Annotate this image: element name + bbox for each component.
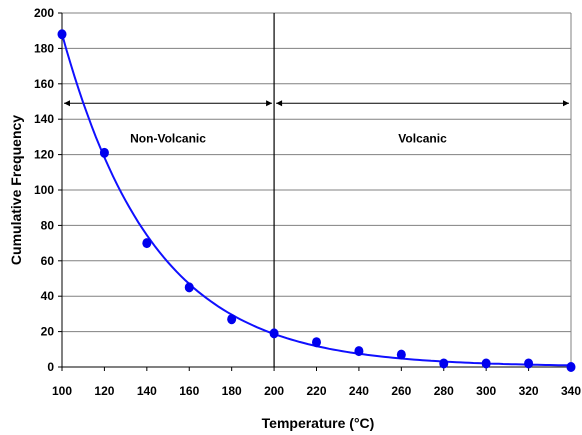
y-tick-label: 20 [41, 325, 55, 339]
y-axis-title: Cumulative Frequency [8, 115, 24, 265]
y-tick-label: 40 [41, 289, 55, 303]
data-point [269, 328, 279, 339]
y-tick-label: 60 [41, 254, 55, 268]
x-tick-label: 140 [137, 384, 157, 398]
x-tick-label: 320 [519, 384, 539, 398]
x-axis-title: Temperature (°C) [262, 415, 375, 431]
data-points [57, 29, 576, 372]
x-tick-label: 120 [94, 384, 114, 398]
x-tick-label: 200 [264, 384, 284, 398]
x-tick-label: 280 [434, 384, 454, 398]
arrow-head-right [266, 100, 273, 107]
y-tick-label: 120 [34, 148, 54, 162]
x-tick-label: 160 [179, 384, 199, 398]
region-label: Volcanic [398, 131, 447, 145]
x-tick-label: 300 [476, 384, 496, 398]
y-tick-label: 200 [34, 6, 54, 20]
x-tick-label: 340 [561, 384, 581, 398]
grid-lines [62, 12, 572, 367]
tick-labels: 0 20 40 60 80 100 120 140 160 180 200 100 120 140 160 1… [34, 6, 581, 398]
region-annotations: Non-Volcanic Volcanic [64, 13, 569, 367]
data-point [396, 349, 406, 360]
x-tick-label: 260 [391, 384, 411, 398]
axes [58, 12, 572, 371]
data-point [99, 147, 109, 158]
x-tick-label: 220 [306, 384, 326, 398]
data-point [439, 358, 449, 369]
data-point [57, 29, 67, 40]
y-tick-label: 180 [34, 41, 54, 55]
y-tick-label: 100 [34, 183, 54, 197]
y-tick-label: 0 [47, 360, 54, 374]
data-point [481, 358, 491, 369]
x-tick-label: 240 [349, 384, 369, 398]
data-point [524, 358, 534, 369]
arrow-head-right [563, 100, 569, 107]
region-label: Non-Volcanic [130, 131, 206, 145]
arrow-head-left [64, 100, 70, 107]
y-tick-label: 160 [34, 77, 54, 91]
data-point [184, 282, 194, 293]
y-tick-label: 80 [41, 218, 55, 232]
x-tick-label: 100 [52, 384, 72, 398]
y-tick-label: 140 [34, 112, 54, 126]
data-point [227, 314, 237, 325]
data-point [312, 337, 321, 348]
data-point [566, 362, 576, 372]
data-point [142, 238, 152, 249]
x-tick-label: 180 [222, 384, 242, 398]
arrow-head-left [276, 100, 283, 107]
data-point [354, 346, 364, 357]
